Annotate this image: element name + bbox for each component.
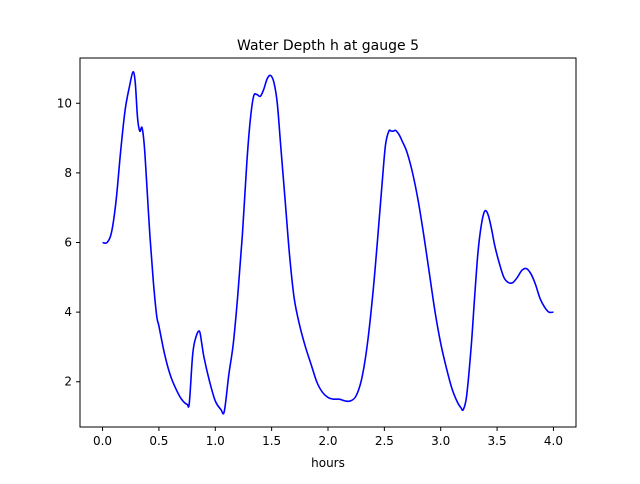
- chart-title: Water Depth h at gauge 5: [237, 38, 419, 54]
- x-axis-ticks: 0.0 0.5 1.0 1.5 2.0 2.5 3.0 3.5 4.0: [93, 427, 563, 448]
- x-tick-label: 2.0: [318, 434, 337, 448]
- x-tick-label: 4.0: [544, 434, 563, 448]
- series-layer: [102, 71, 554, 415]
- x-tick-label: 0.5: [149, 434, 168, 448]
- series-line: [102, 71, 554, 415]
- plot-frame: [79, 57, 577, 428]
- x-tick-label: 3.0: [431, 434, 450, 448]
- x-axis-label: hours: [311, 456, 345, 470]
- y-axis-ticks: 2 4 6 8 10: [57, 96, 80, 389]
- y-tick-label: 6: [64, 236, 72, 250]
- x-tick-label: 0.0: [93, 434, 112, 448]
- x-tick-label: 1.5: [262, 434, 281, 448]
- x-tick-label: 3.5: [488, 434, 507, 448]
- y-tick-label: 4: [64, 305, 72, 319]
- x-tick-label: 1.0: [206, 434, 225, 448]
- y-tick-label: 10: [57, 96, 72, 110]
- x-tick-label: 2.5: [375, 434, 394, 448]
- y-tick-label: 2: [64, 375, 72, 389]
- y-tick-label: 8: [64, 166, 72, 180]
